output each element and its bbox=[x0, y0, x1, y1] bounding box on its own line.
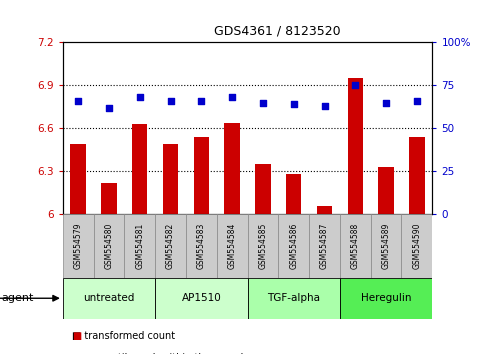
Text: GSM554587: GSM554587 bbox=[320, 223, 329, 269]
Bar bbox=[317, 206, 332, 214]
Bar bbox=[309, 214, 340, 278]
Point bbox=[290, 102, 298, 107]
Bar bbox=[401, 214, 432, 278]
Bar bbox=[225, 122, 240, 214]
Bar bbox=[155, 214, 186, 278]
Bar bbox=[340, 214, 371, 278]
Point bbox=[382, 100, 390, 105]
Bar bbox=[94, 214, 125, 278]
Text: ■ transformed count: ■ transformed count bbox=[72, 331, 176, 341]
Text: GSM554586: GSM554586 bbox=[289, 223, 298, 269]
Text: GSM554580: GSM554580 bbox=[104, 223, 114, 269]
Point bbox=[167, 98, 174, 104]
Bar bbox=[286, 174, 301, 214]
Point bbox=[198, 98, 205, 104]
Bar bbox=[63, 278, 155, 319]
Bar bbox=[278, 214, 309, 278]
Bar bbox=[132, 124, 147, 214]
Bar bbox=[186, 214, 217, 278]
Text: untreated: untreated bbox=[83, 293, 135, 303]
Bar bbox=[63, 214, 94, 278]
Bar bbox=[125, 214, 155, 278]
Text: GSM554589: GSM554589 bbox=[382, 223, 391, 269]
Bar bbox=[217, 214, 247, 278]
Text: ■ percentile rank within the sample: ■ percentile rank within the sample bbox=[72, 353, 250, 354]
Text: GSM554590: GSM554590 bbox=[412, 223, 421, 269]
Bar bbox=[247, 214, 278, 278]
Text: ■: ■ bbox=[72, 353, 82, 354]
Bar bbox=[348, 78, 363, 214]
Text: GSM554579: GSM554579 bbox=[74, 223, 83, 269]
Bar bbox=[378, 167, 394, 214]
Point bbox=[228, 95, 236, 100]
Point bbox=[136, 95, 143, 100]
Text: GSM554588: GSM554588 bbox=[351, 223, 360, 269]
Text: AP1510: AP1510 bbox=[182, 293, 221, 303]
Point bbox=[413, 98, 421, 104]
Text: GSM554585: GSM554585 bbox=[258, 223, 268, 269]
Text: GSM554581: GSM554581 bbox=[135, 223, 144, 269]
Text: GSM554584: GSM554584 bbox=[227, 223, 237, 269]
Point bbox=[352, 82, 359, 88]
Bar bbox=[155, 278, 248, 319]
Point bbox=[321, 103, 328, 109]
Bar bbox=[71, 144, 86, 214]
Bar bbox=[255, 164, 270, 214]
Text: ■: ■ bbox=[72, 331, 82, 341]
Bar bbox=[101, 183, 117, 214]
Bar bbox=[371, 214, 401, 278]
Point bbox=[74, 98, 82, 104]
Text: GSM554582: GSM554582 bbox=[166, 223, 175, 269]
Point bbox=[105, 105, 113, 110]
Text: GSM554583: GSM554583 bbox=[197, 223, 206, 269]
Bar bbox=[163, 144, 178, 214]
Text: GDS4361 / 8123520: GDS4361 / 8123520 bbox=[213, 24, 341, 37]
Bar bbox=[340, 278, 432, 319]
Point bbox=[259, 100, 267, 105]
Bar bbox=[409, 137, 425, 214]
Text: TGF-alpha: TGF-alpha bbox=[267, 293, 320, 303]
Bar bbox=[247, 278, 340, 319]
Text: agent: agent bbox=[1, 293, 33, 303]
Bar bbox=[194, 137, 209, 214]
Text: Heregulin: Heregulin bbox=[361, 293, 412, 303]
